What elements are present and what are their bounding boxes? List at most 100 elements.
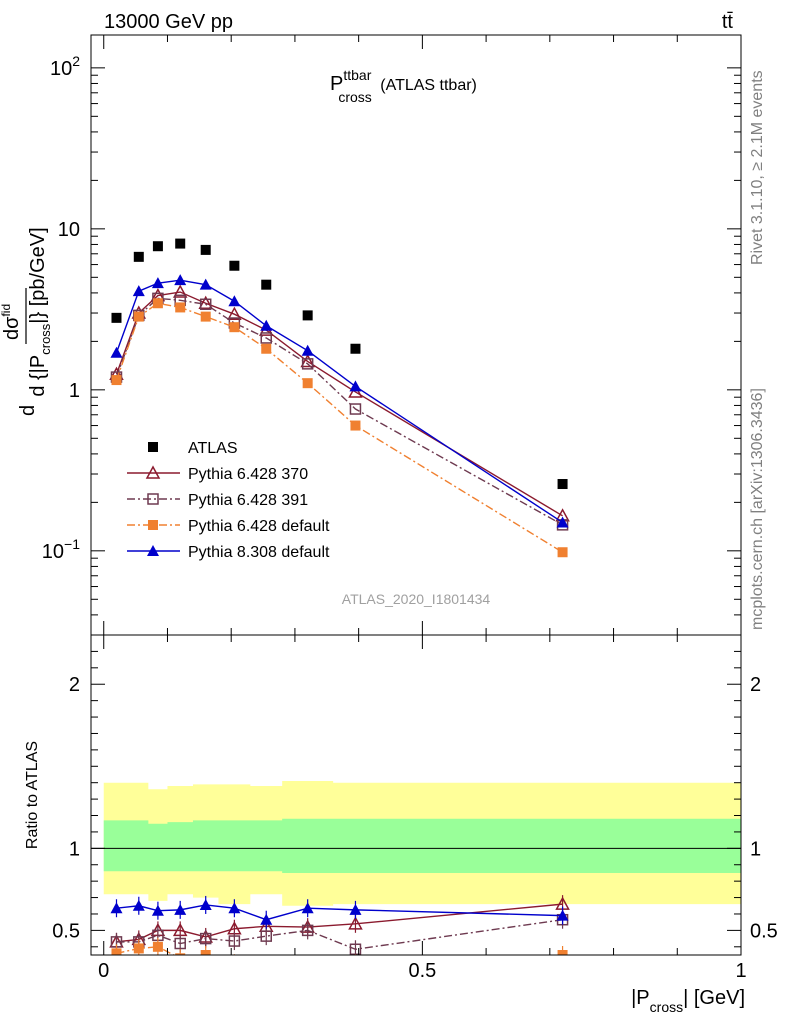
main-series-line-1 <box>115 291 563 517</box>
ratio-ytick-label-left-0: 0.5 <box>52 920 80 942</box>
main-point-3-5 <box>229 322 240 333</box>
main-point-0-0 <box>111 312 122 323</box>
xtick-label-0: 0 <box>98 960 109 982</box>
legend-label-3: Pythia 6.428 default <box>188 518 330 535</box>
main-point-3-4 <box>200 311 211 322</box>
main-point-2-7 <box>301 358 314 370</box>
ratio-ytick-label-left-2: 2 <box>69 674 80 696</box>
main-series-3 <box>111 298 568 558</box>
main-point-4-0 <box>110 346 123 358</box>
main-point-2-6 <box>260 332 272 344</box>
main-curves <box>109 238 570 558</box>
ratio-ytick-label-right-1: 1 <box>750 838 761 860</box>
main-point-3-9 <box>557 547 568 558</box>
ratio-point-4-9 <box>556 909 569 921</box>
ylabel-denom-close: |} <box>27 312 49 324</box>
ratio-point-3-0 <box>111 948 122 955</box>
ratio-point-3-9 <box>557 950 568 955</box>
legend-label-2: Pythia 6.428 391 <box>188 492 308 509</box>
ratio-band-inner <box>103 818 741 873</box>
main-point-0-6 <box>261 279 272 290</box>
ratio-point-4-4 <box>199 898 212 910</box>
main-point-0-9 <box>557 479 568 490</box>
ratio-point-1-8 <box>348 916 363 930</box>
main-ytick-label-0: 10−1 <box>42 536 80 563</box>
ylabel-denom-sub: cross <box>38 323 53 355</box>
y-axis-label-main: d {|Pcross|} [pb/GeV] dσfid d <box>0 227 53 416</box>
main-point-2-4 <box>199 298 212 311</box>
legend-marker-0 <box>148 442 158 452</box>
legend-label-0: ATLAS <box>188 440 238 457</box>
main-point-3-2 <box>152 298 163 309</box>
xlabel-tail: | [GeV] <box>683 987 745 1009</box>
analysis-id: ATLAS_2020_I1801434 <box>342 591 491 607</box>
xlabel-main: |P <box>631 987 650 1009</box>
legend-marker-3 <box>148 520 158 530</box>
ratio-series-line-2 <box>116 919 563 950</box>
main-series-line-3 <box>115 302 563 553</box>
ratio-point-3-6 <box>261 961 271 971</box>
main-point-0-5 <box>229 260 240 271</box>
main-point-4-4 <box>199 278 212 290</box>
chart-title: Pttbar cross (ATLAS ttbar) <box>330 67 477 105</box>
ratio-point-3-3 <box>175 953 186 955</box>
legend-marker-4 <box>147 545 159 556</box>
legend-entry-1: Pythia 6.428 370 <box>127 465 308 483</box>
main-series-1 <box>109 284 570 522</box>
main-ytick-label-1: 1 <box>69 380 80 402</box>
ratio-point-2-4 <box>199 932 212 945</box>
ratio-ytick-label-right-2: 2 <box>750 674 761 696</box>
main-point-3-7 <box>302 378 313 389</box>
ratio-point-4-1 <box>132 899 145 911</box>
main-point-4-3 <box>174 274 187 286</box>
main-point-0-4 <box>200 244 211 255</box>
ratio-point-2-5 <box>228 935 241 947</box>
ratio-point-3-7 <box>303 961 313 971</box>
main-point-0-8 <box>350 343 361 354</box>
ratio-series-group <box>109 895 570 971</box>
rivet-label: Rivet 3.1.10, ≥ 2.1M events <box>749 70 766 265</box>
legend-marker-2 <box>147 493 159 505</box>
legend-entry-2: Pythia 6.428 391 <box>127 492 308 509</box>
x-axis-label: |Pcross| [GeV] <box>631 987 745 1015</box>
main-point-3-3 <box>175 302 186 313</box>
main-point-0-3 <box>175 238 186 249</box>
ratio-panel: 0.5 0.51 12 2 0 0.5 1 <box>52 634 778 982</box>
process-label: tt̄ <box>722 11 734 33</box>
main-series-line-2 <box>115 297 563 526</box>
ratio-series-line-1 <box>116 903 563 943</box>
ratio-series-4 <box>110 895 569 929</box>
xtick-label-1: 0.5 <box>408 960 436 982</box>
main-point-3-8 <box>350 420 361 431</box>
ratio-point-4-0 <box>110 902 123 914</box>
ylabel-numerator: dσfid <box>0 304 23 340</box>
mcplots-label: mcplots.cern.ch [arXiv:1306.3436] <box>749 388 766 630</box>
title-sub: cross <box>338 89 371 105</box>
main-series-line-4 <box>115 279 563 524</box>
main-point-4-2 <box>151 277 164 289</box>
ratio-point-3-1 <box>133 943 144 954</box>
main-point-4-6 <box>260 319 273 331</box>
legend-label-1: Pythia 6.428 370 <box>188 466 308 483</box>
title-tail: (ATLAS ttbar) <box>376 77 477 94</box>
main-ytick-label-2: 10 <box>58 219 80 241</box>
main-point-4-7 <box>301 344 314 356</box>
ratio-point-2-6 <box>260 930 272 942</box>
main-point-1-4 <box>198 295 213 310</box>
main-point-0-2 <box>152 241 163 252</box>
main-point-1-5 <box>227 306 242 320</box>
main-series-4 <box>110 274 569 528</box>
legend: ATLAS Pythia 6.428 370 Pythia 6.428 391 Pyt… <box>127 440 330 561</box>
ratio-point-4-7 <box>301 902 314 914</box>
ylabel-denom: d {|P <box>27 355 49 397</box>
ylabel-sup: fid <box>0 304 13 317</box>
energy-label: 13000 GeV pp <box>104 11 233 33</box>
main-point-3-6 <box>261 343 272 354</box>
ratio-y-axis: 0.5 0.5 1 1 2 2 <box>52 650 778 948</box>
main-point-1-8 <box>348 384 363 398</box>
ratio-point-3-4 <box>200 950 211 955</box>
ratio-point-2-7 <box>301 924 314 937</box>
ratio-point-4-5 <box>228 902 241 914</box>
legend-marker-1 <box>145 465 161 479</box>
main-point-3-1 <box>133 311 144 322</box>
